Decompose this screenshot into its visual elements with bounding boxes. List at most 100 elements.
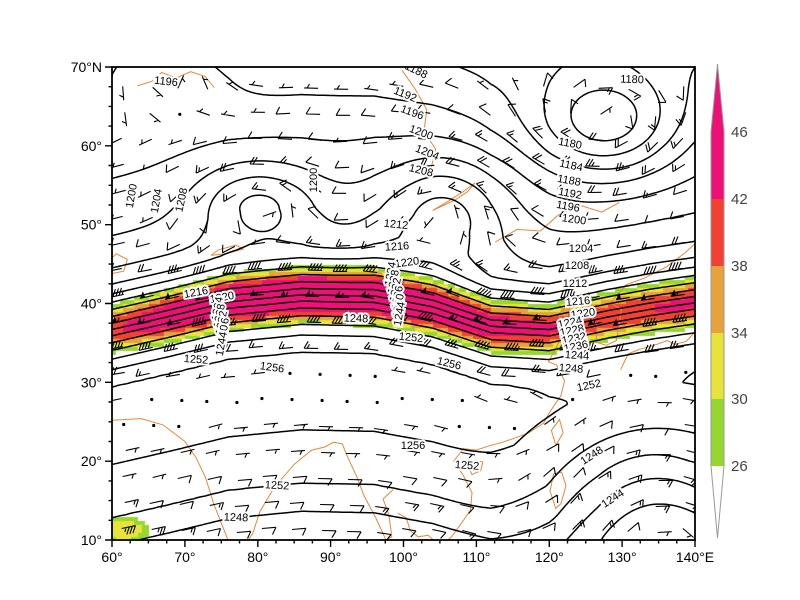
contour-label: 1180 [620, 73, 644, 86]
colorbar-label: 34 [731, 325, 748, 342]
calm-wind-dot [460, 398, 464, 403]
colorbar-label: 26 [731, 458, 748, 475]
contour-label: 1236 [563, 338, 589, 355]
colorbar-bottom-pennant [711, 466, 724, 538]
contour-label: 1200 [407, 123, 434, 143]
contour-label: 1248 [558, 362, 583, 376]
x-tick-label: 60° [101, 549, 122, 565]
calm-wind-dot [684, 370, 688, 374]
calm-wind-dot [320, 398, 324, 403]
x-tick-label: 100° [389, 549, 418, 565]
x-tick-label: 90° [320, 549, 341, 565]
y-tick-label: 30° [81, 374, 102, 390]
calm-wind-dot [177, 424, 181, 429]
x-tick-label: 120° [535, 549, 564, 565]
colorbar-segment [711, 132, 724, 199]
y-tick-label: 50° [81, 217, 102, 233]
contour-label: 1220 [394, 255, 420, 270]
contour-label: 1216 [565, 295, 590, 309]
colorbar-label: 30 [731, 391, 748, 408]
y-tick-label: 20° [81, 453, 102, 469]
calm-wind-dot [235, 400, 239, 405]
contour-label: 1256 [259, 360, 285, 375]
height-contour-1200 [112, 156, 695, 237]
x-tick-label: 130° [608, 549, 637, 565]
contour-label: 1252 [576, 377, 602, 394]
calm-wind-dot [318, 372, 322, 376]
calm-wind-dot [180, 398, 184, 403]
colorbar-label: 42 [731, 191, 748, 208]
y-axis-labels: 70°N 60° 50° 40° 30° 20° 10° [71, 59, 102, 548]
axis-ticks [105, 66, 696, 547]
colorbar-segment [711, 399, 724, 466]
contour-label: 1252 [454, 459, 479, 473]
contour-label: 1248 [224, 511, 249, 524]
contour-label: 1184 [558, 158, 584, 175]
x-tick-label: 80° [247, 549, 268, 565]
contour-label: 1256 [401, 440, 425, 452]
calm-wind-dot [205, 399, 209, 404]
height-contour-1236 [112, 300, 695, 337]
contour-label: 1204 [149, 188, 165, 214]
calm-wind-dot [571, 397, 575, 402]
calm-wind-dot [152, 423, 156, 428]
contour-label: 1188 [403, 60, 430, 81]
contour-label: 1244 [564, 349, 589, 363]
calm-wind-dot [348, 373, 352, 377]
calm-wind-dot [375, 400, 379, 405]
coastlines-layer [112, 69, 695, 540]
y-tick-label: 70°N [71, 59, 102, 75]
contour-label: 1204 [569, 243, 593, 255]
contour-label: 1208 [565, 260, 589, 272]
coastline-path [112, 69, 695, 540]
height-contour-1180 [570, 89, 638, 142]
calm-wind-dot [122, 422, 126, 427]
contour-label: 1256 [436, 355, 463, 373]
contour-label: 1200 [124, 183, 140, 209]
calm-wind-dot [487, 425, 491, 430]
colorbar-labels: 46 42 38 34 30 26 [731, 124, 748, 475]
calm-wind-dot [629, 373, 633, 377]
contour-label: 1248 [578, 444, 605, 467]
height-contour-1192 [112, 67, 695, 185]
calm-wind-dot [178, 112, 182, 116]
contour-label: 1180 [557, 136, 582, 152]
axis-tick-marks [105, 66, 696, 547]
height-contour-1252 [112, 334, 695, 519]
height-contour-1184 [543, 67, 661, 157]
colorbar-outline [710, 63, 725, 539]
contour-label: 1252 [264, 479, 289, 492]
wind-barbs-layer [112, 72, 695, 540]
calm-wind-dot [290, 397, 294, 402]
calm-wind-dot [288, 371, 292, 375]
colorbar-segment [711, 199, 724, 266]
calm-wind-dot [373, 374, 377, 378]
contour-label: 1212 [383, 218, 409, 232]
height-contours-layer [112, 67, 695, 540]
calm-wind-dot [512, 426, 517, 431]
colorbar-top-pennant [711, 64, 724, 132]
wind-speed-shading-layer [112, 67, 695, 540]
contour-label: 1216 [384, 240, 409, 254]
height-contour-1216 [112, 266, 695, 303]
calm-wind-dot [260, 396, 264, 401]
colorbar-segment [711, 333, 724, 399]
contour-label: 1196 [154, 75, 179, 89]
calm-wind-dot [150, 397, 154, 402]
y-tick-label: 10° [81, 532, 102, 548]
contour-label: 1252 [183, 353, 208, 367]
x-tick-label: 110° [462, 549, 490, 565]
calm-wind-dot [457, 424, 461, 429]
x-axis-labels: 60° 70° 80° 90° 100° 110° 120° 130° 140°E [101, 549, 714, 565]
colorbar [710, 63, 725, 539]
height-contour-1220 [112, 273, 695, 311]
contour-label: 1212 [563, 278, 587, 290]
contour-label: 1208 [408, 162, 435, 180]
contour-label: 1244 [599, 487, 626, 510]
y-tick-label: 60° [81, 138, 102, 154]
calm-wind-dot [345, 399, 349, 404]
colorbar-label: 46 [731, 124, 748, 141]
x-tick-label: 140°E [676, 549, 714, 565]
